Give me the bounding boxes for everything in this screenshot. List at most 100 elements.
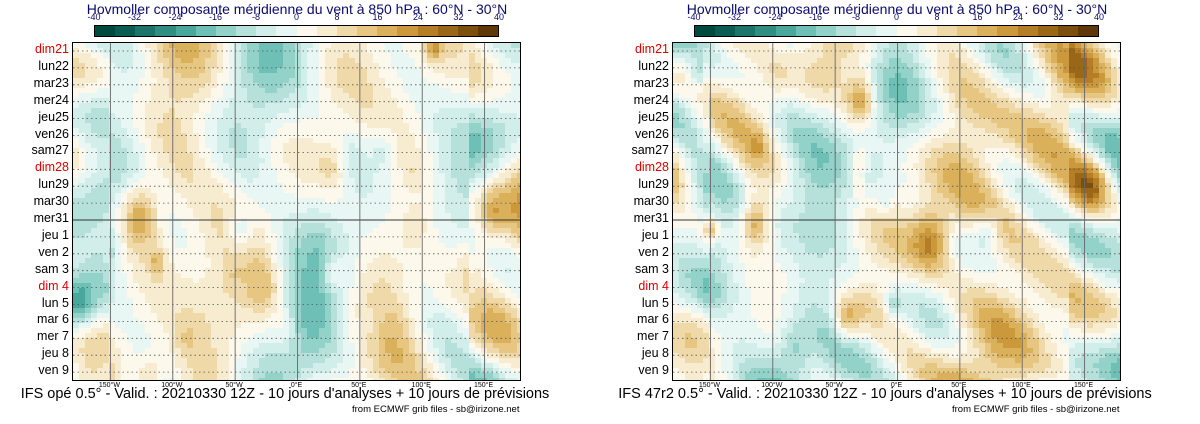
colorbar-swatch (977, 26, 998, 36)
y-tick-label: dim28 (634, 160, 669, 175)
x-tick-label: 50°W (825, 382, 843, 389)
y-tick-label: mar 6 (637, 312, 669, 327)
colorbar-swatch (115, 26, 136, 36)
y-tick-label: sam27 (631, 143, 669, 158)
colorbar-tick-label: -24 (168, 12, 182, 22)
colorbar-swatch (336, 26, 358, 36)
x-tick-label: 100°E (411, 382, 431, 389)
colorbar-swatch (417, 26, 438, 36)
chart-credit: from ECMWF grib files - sb@irizone.net (952, 404, 1120, 415)
colorbar-swatch (195, 26, 216, 36)
hovmoller-plot-area (72, 42, 521, 381)
chart-title: Hovmoller composante méridienne du vent … (686, 1, 1108, 17)
colorbar-tick-label: -8 (251, 12, 261, 22)
colorbar-swatch (276, 26, 297, 36)
colorbar-tick-label: -32 (727, 12, 742, 22)
colorbar-swatch (377, 26, 398, 36)
colorbar-tick-label: 16 (372, 12, 383, 22)
colorbar-tick-label: -40 (87, 12, 101, 22)
colorbar-swatch (316, 26, 337, 36)
y-tick-label: mar30 (633, 194, 669, 209)
colorbar (94, 25, 499, 37)
colorbar-tick-label: 24 (412, 12, 424, 22)
colorbar-swatch (1077, 26, 1099, 36)
colorbar-tick-label: -16 (208, 12, 223, 22)
hovmoller-field (673, 43, 1120, 380)
colorbar-tick-label: 32 (1053, 12, 1064, 22)
colorbar-swatch (1057, 26, 1078, 36)
chart-footer: IFS opé 0.5° - Valid. : 20210330 12Z - 1… (20, 386, 550, 402)
x-tick-label: 0°E (890, 382, 903, 389)
y-tick-label: sam 3 (634, 261, 669, 276)
colorbar-tick-label: 16 (972, 12, 983, 22)
x-tick-label: 0°E (290, 382, 303, 389)
colorbar-tick-label: 8 (934, 12, 940, 22)
colorbar-swatch (95, 26, 116, 36)
colorbar-swatch (357, 26, 378, 36)
y-tick-label: mer 7 (37, 329, 69, 344)
y-tick-label: ven 9 (38, 363, 69, 378)
y-tick-label: jeu25 (638, 109, 669, 124)
colorbar-tick-label: 24 (1012, 12, 1024, 22)
x-tick-label: 50°W (225, 382, 243, 389)
colorbar-swatch (215, 26, 237, 36)
hovmoller-field (73, 43, 520, 380)
y-tick-label: lun 5 (41, 295, 69, 310)
colorbar-swatch (457, 26, 478, 36)
colorbar-tick-label: -40 (687, 12, 701, 22)
colorbar-swatch (795, 26, 816, 36)
colorbar-swatch (155, 26, 176, 36)
colorbar-tick-label: 0 (893, 12, 900, 22)
colorbar-swatch (477, 26, 499, 36)
y-tick-label: mer24 (33, 92, 69, 107)
colorbar-swatch (836, 26, 857, 36)
y-tick-label: dim21 (34, 42, 69, 56)
y-tick-label: ven26 (34, 126, 69, 141)
y-tick-label: mar23 (33, 75, 69, 90)
y-tick-label: dim21 (634, 42, 669, 56)
y-tick-label: lun29 (638, 177, 669, 192)
y-tick-label: mer 7 (637, 329, 669, 344)
colorbar-tick-label: -24 (768, 12, 782, 22)
colorbar-swatch (815, 26, 837, 36)
hovmoller-panel-ifs-47r2: Hovmoller composante méridienne du vent … (600, 0, 1200, 424)
y-tick-label: ven 2 (638, 244, 669, 259)
y-tick-label: sam 3 (34, 261, 69, 276)
chart-title: Hovmoller composante méridienne du vent … (86, 1, 508, 17)
colorbar-swatch (997, 26, 1018, 36)
colorbar-swatch (135, 26, 156, 36)
y-tick-label: lun29 (38, 177, 69, 192)
y-tick-label: dim28 (34, 160, 69, 175)
chart-footer: IFS 47r2 0.5° - Valid. : 20210330 12Z - … (618, 386, 1152, 402)
colorbar-swatch (936, 26, 958, 36)
colorbar-swatch (296, 26, 317, 36)
y-tick-label: dim 4 (38, 278, 69, 293)
x-tick-label: 100°W (161, 382, 183, 389)
y-tick-label: mer24 (633, 92, 669, 107)
chart-credit: from ECMWF grib files - sb@irizone.net (352, 404, 520, 415)
x-tick-label: 50°E (951, 382, 967, 389)
y-tick-label: lun 5 (641, 295, 669, 310)
colorbar-swatch (735, 26, 756, 36)
colorbar-tick-label: -8 (851, 12, 861, 22)
hovmoller-panel-ifs-ope: Hovmoller composante méridienne du vent … (20, 1, 550, 415)
y-tick-label: mar 6 (37, 312, 69, 327)
colorbar-swatch (1017, 26, 1038, 36)
colorbar-swatch (397, 26, 418, 36)
y-tick-label: jeu 1 (41, 227, 69, 242)
x-tick-label: 100°W (761, 382, 783, 389)
colorbar-swatch (236, 26, 257, 36)
y-tick-label: mer31 (633, 211, 669, 225)
colorbar-swatch (256, 26, 277, 36)
colorbar-swatch (695, 26, 716, 36)
colorbar-swatch (876, 26, 897, 36)
x-tick-label: 100°E (1011, 382, 1031, 389)
y-tick-label: dim 4 (638, 278, 669, 293)
colorbar-swatch (775, 26, 796, 36)
y-tick-label: mar23 (633, 75, 669, 90)
y-tick-label: lun22 (638, 58, 669, 73)
colorbar-swatch (175, 26, 196, 36)
y-tick-label: lun22 (38, 58, 69, 73)
y-tick-label: jeu 1 (641, 227, 669, 242)
colorbar-swatch (856, 26, 877, 36)
